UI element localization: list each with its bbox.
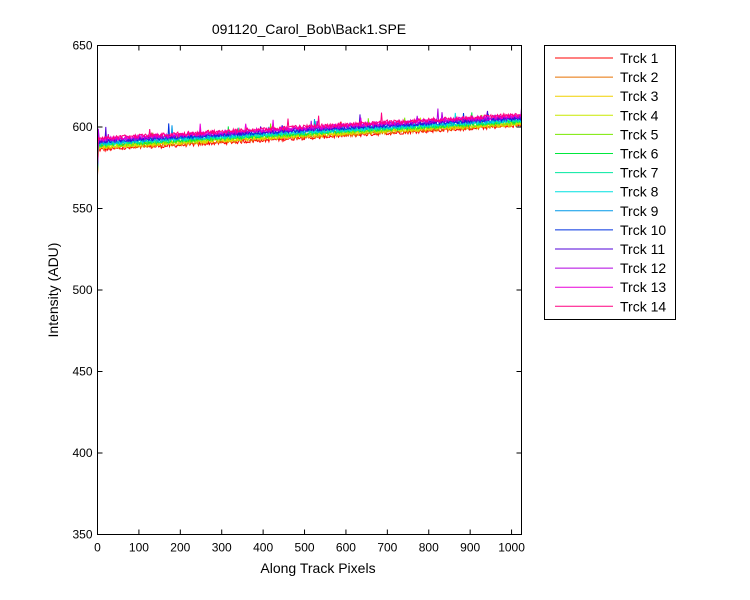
x-tick-label: 400 xyxy=(253,541,273,555)
series-line-10 xyxy=(97,112,522,168)
legend-label: Trck 9 xyxy=(620,203,659,219)
x-tick-label: 100 xyxy=(129,541,149,555)
x-tick-label: 200 xyxy=(170,541,190,555)
legend-items: Trck 1 Trck 2 Trck 3 Trck 4 Trck 5 Trck 6 Trck… xyxy=(555,50,666,314)
legend-label: Trck 7 xyxy=(620,165,659,181)
series-layer xyxy=(97,107,522,176)
legend-label: Trck 5 xyxy=(620,126,659,142)
y-tick-label: 450 xyxy=(72,365,92,379)
legend-label: Trck 1 xyxy=(620,50,659,66)
legend-label: Trck 11 xyxy=(620,241,665,257)
x-tick-label: 0 xyxy=(94,541,101,555)
y-tick-label: 600 xyxy=(72,120,92,134)
ticks-layer: 0 100 200 300 400 500 600 700 800 900 1000 350 400 45… xyxy=(72,39,525,555)
x-tick-label: 1000 xyxy=(498,541,525,555)
legend-label: Trck 14 xyxy=(620,298,666,314)
x-tick-label: 700 xyxy=(377,541,397,555)
y-axis-label: Intensity (ADU) xyxy=(45,243,61,338)
y-tick-label: 500 xyxy=(72,283,92,297)
legend-box xyxy=(544,45,676,320)
legend-label: Trck 13 xyxy=(620,279,666,295)
x-tick-label: 500 xyxy=(295,541,315,555)
legend-label: Trck 12 xyxy=(620,260,666,276)
legend-label: Trck 3 xyxy=(620,88,659,104)
series-line-14 xyxy=(97,112,522,163)
chart-title: 091120_Carol_Bob\Back1.SPE xyxy=(212,21,406,37)
y-tick-label: 650 xyxy=(72,39,92,53)
y-tick-label: 350 xyxy=(72,528,92,542)
x-axis-label: Along Track Pixels xyxy=(260,560,375,576)
legend-label: Trck 6 xyxy=(620,146,659,162)
series-line-9 xyxy=(97,113,522,168)
legend-label: Trck 2 xyxy=(620,69,659,85)
legend-label: Trck 8 xyxy=(620,184,659,200)
y-tick-label: 400 xyxy=(72,446,92,460)
legend: Trck 1 Trck 2 Trck 3 Trck 4 Trck 5 Trck 6 Trck… xyxy=(544,45,676,320)
y-tick-label: 550 xyxy=(72,202,92,216)
legend-label: Trck 10 xyxy=(620,222,666,238)
x-tick-label: 900 xyxy=(460,541,480,555)
x-tick-label: 300 xyxy=(212,541,232,555)
x-tick-label: 600 xyxy=(336,541,356,555)
legend-label: Trck 4 xyxy=(620,107,659,123)
x-tick-label: 800 xyxy=(419,541,439,555)
